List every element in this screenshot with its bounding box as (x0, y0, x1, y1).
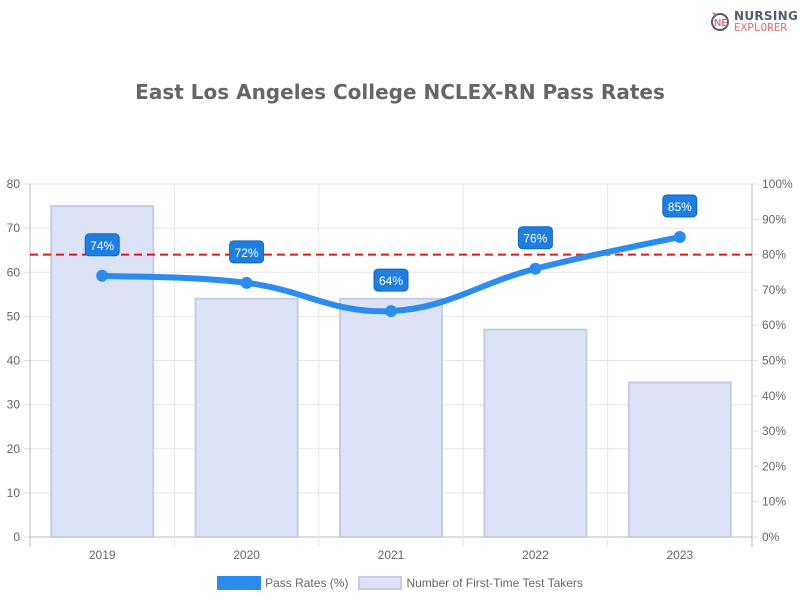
y-left-tick-label: 30 (7, 398, 21, 412)
y-right-tick-label: 40% (762, 389, 786, 403)
legend: Pass Rates (%) Number of First-Time Test… (0, 576, 800, 590)
pass-rate-point (385, 305, 397, 318)
data-label-box (373, 268, 409, 292)
y-left-tick-label: 0 (13, 530, 20, 544)
bar (483, 328, 588, 538)
data-label: 85% (662, 194, 698, 218)
data-label: 74% (84, 233, 120, 257)
pass-rate-point (96, 269, 109, 282)
y-right-tick-label: 90% (762, 212, 786, 226)
nursing-explorer-logo: NE NURSING EXPLORER (710, 8, 798, 34)
logo-text-2: EXPLORER (734, 21, 787, 34)
data-label-box (662, 194, 698, 218)
data-label-text: 85% (668, 200, 692, 214)
y-left-tick-label: 50 (7, 309, 21, 323)
legend-label: Number of First-Time Test Takers (406, 576, 583, 590)
legend-item-test-takers[interactable]: Number of First-Time Test Takers (358, 576, 583, 590)
logo-text-1: NURSING (734, 9, 799, 23)
y-right-tick-label: 10% (762, 495, 786, 509)
data-label-text: 76% (523, 232, 547, 246)
pass-rate-point (673, 230, 686, 243)
y-right-tick-label: 20% (762, 459, 786, 473)
legend-item-pass-rates[interactable]: Pass Rates (%) (217, 576, 348, 590)
x-tick-label: 2022 (522, 548, 549, 562)
y-right-tick-label: 30% (762, 424, 786, 438)
y-right-tick-label: 50% (762, 354, 786, 368)
x-tick-label: 2020 (233, 548, 260, 562)
logo-icon: NE (711, 12, 729, 31)
x-tick-label: 2023 (666, 548, 693, 562)
pass-rate-point (529, 262, 542, 275)
legend-swatch-bar (358, 576, 403, 590)
data-label-text: 64% (379, 274, 403, 288)
bar (50, 205, 155, 538)
y-left-tick-label: 10 (7, 486, 21, 500)
y-right-tick-label: 80% (762, 248, 786, 262)
data-label-text: 72% (235, 246, 259, 260)
data-label-box (517, 226, 553, 250)
y-left-tick-label: 70 (7, 221, 21, 235)
svg-text:NE: NE (714, 18, 728, 29)
x-tick-label: 2021 (378, 548, 405, 562)
bar (194, 297, 299, 538)
y-right-tick-label: 60% (762, 318, 786, 332)
x-tick-label: 2019 (89, 548, 116, 562)
y-right-tick-label: 0% (762, 530, 780, 544)
data-label-box (84, 233, 120, 257)
data-label-box (229, 240, 265, 264)
legend-swatch-line (217, 576, 262, 590)
y-left-tick-label: 60 (7, 265, 21, 279)
data-label-text: 74% (90, 239, 114, 253)
data-label: 76% (517, 226, 553, 250)
pass-rate-point (240, 276, 253, 289)
y-left-tick-label: 40 (7, 354, 21, 368)
y-right-tick-label: 100% (762, 177, 793, 191)
y-right-tick-label: 70% (762, 283, 786, 297)
data-label: 64% (373, 268, 409, 292)
legend-label: Pass Rates (%) (265, 576, 349, 590)
data-label: 72% (229, 240, 265, 264)
bar (339, 297, 443, 538)
chart-title: East Los Angeles College NCLEX-RN Pass R… (135, 80, 665, 104)
bar (627, 381, 732, 538)
y-left-tick-label: 80 (7, 177, 21, 191)
y-left-tick-label: 20 (7, 442, 21, 456)
